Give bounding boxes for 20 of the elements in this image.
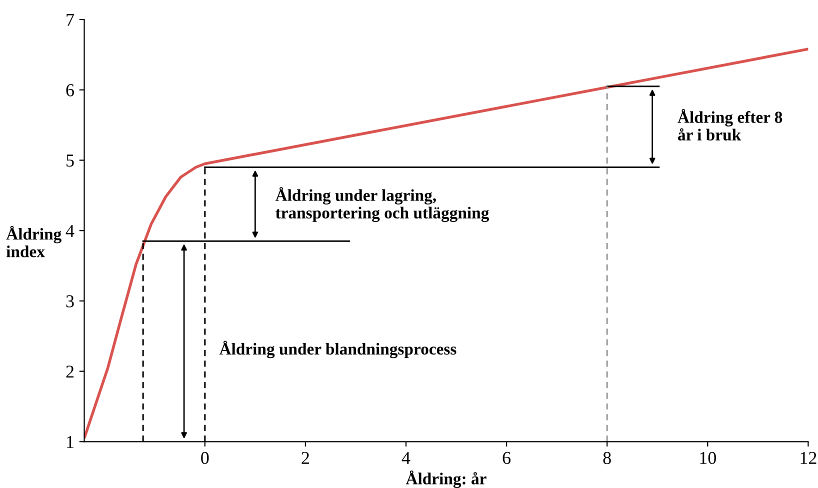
y-tick-label: 4 bbox=[66, 224, 74, 237]
x-tick-label: 0 bbox=[201, 452, 209, 464]
line-series bbox=[84, 48, 808, 438]
y-tick-label: 6 bbox=[66, 84, 74, 96]
y-tick-label: 5 bbox=[66, 154, 74, 167]
y-axis-title: Åldring index bbox=[6, 226, 62, 258]
x-tick-label: 12 bbox=[800, 452, 816, 464]
y-tick-label: 3 bbox=[66, 295, 74, 308]
x-axis-title: Åldring: år bbox=[406, 470, 486, 488]
y-tick-label: 7 bbox=[66, 14, 74, 26]
x-tick-label: 10 bbox=[700, 452, 716, 464]
x-tick-label: 8 bbox=[603, 452, 611, 464]
x-tick-label: 4 bbox=[402, 452, 410, 464]
x-tick-label: 2 bbox=[302, 452, 309, 464]
annotation: Åldring under lagring, transportering och utläggning bbox=[275, 187, 490, 222]
annotation: Åldring efter 8 år i bruk bbox=[678, 109, 782, 141]
y-tick-label: 1 bbox=[67, 436, 74, 448]
x-tick-label: 6 bbox=[502, 452, 511, 464]
annotation: Åldring under blandningsprocess bbox=[219, 340, 456, 358]
y-tick-label: 2 bbox=[66, 366, 74, 378]
